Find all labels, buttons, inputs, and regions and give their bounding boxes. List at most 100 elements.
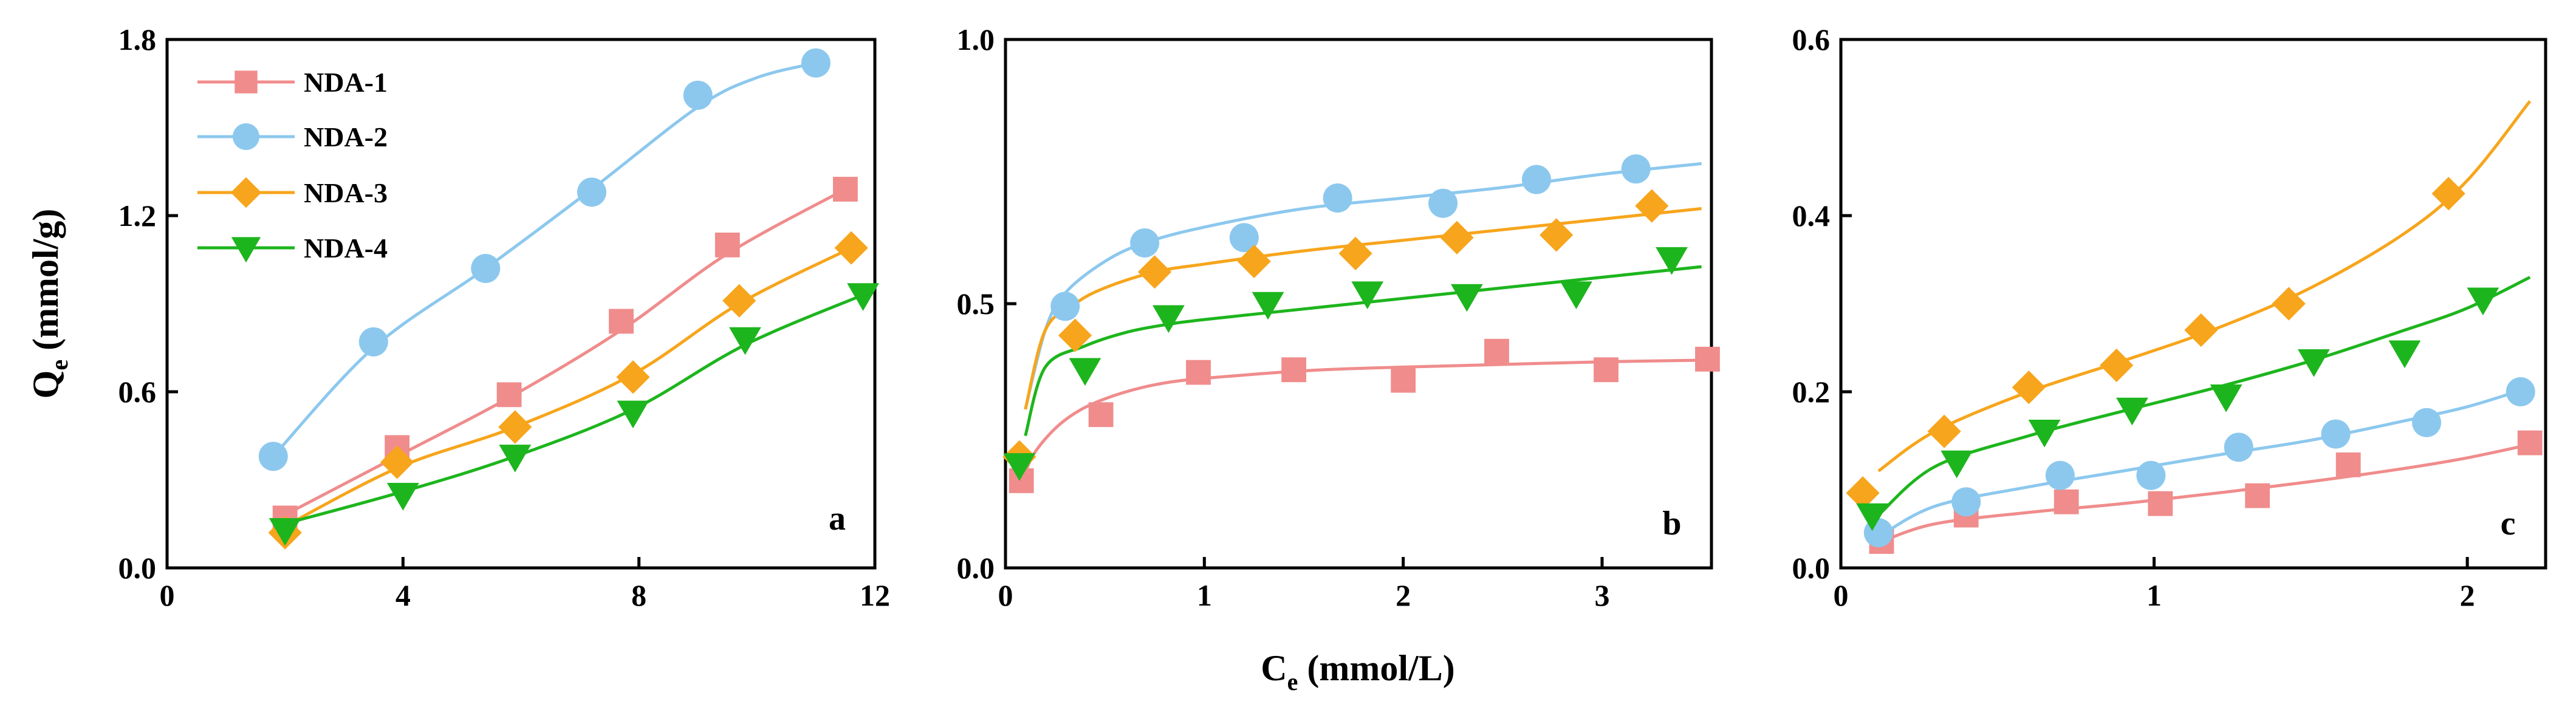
data-point-nda-2	[1951, 487, 1981, 517]
legend-marker-diamond	[230, 177, 262, 208]
data-point-nda-3	[1137, 255, 1172, 289]
data-point-nda-4	[1656, 247, 1688, 275]
data-point-nda-3	[2012, 371, 2046, 405]
data-point-nda-3	[1927, 414, 1961, 448]
fit-line-nda-1	[272, 188, 846, 522]
y-tick-label: 1.0	[957, 22, 995, 56]
legend-marker-shape	[233, 123, 259, 150]
data-point-nda-3	[2272, 287, 2306, 321]
data-point-nda-4	[617, 400, 649, 429]
data-point-nda-2	[471, 254, 501, 283]
data-point-nda-3	[1846, 476, 1880, 510]
data-point-nda-2	[2045, 460, 2075, 490]
data-point-nda-1	[1695, 346, 1720, 372]
legend-label: NDA-3	[304, 177, 388, 208]
x-tick-label: 2	[2460, 578, 2475, 612]
data-point-nda-3	[616, 360, 650, 394]
data-point-nda-2	[1323, 183, 1352, 213]
panel-letter-a: a	[829, 500, 846, 538]
data-point-nda-4	[729, 327, 761, 355]
data-point-nda-2	[258, 442, 288, 471]
data-point-nda-2	[358, 327, 388, 357]
legend-label: NDA-2	[304, 121, 388, 152]
data-point-nda-4	[2028, 420, 2061, 448]
y-tick-label: 0.6	[118, 375, 157, 409]
data-point-nda-1	[496, 382, 522, 408]
x-tick-label: 0	[1834, 578, 1849, 612]
legend-label: NDA-1	[304, 67, 388, 98]
data-point-nda-3	[1540, 218, 1574, 252]
data-point-nda-3	[1440, 220, 1474, 254]
data-point-nda-2	[2321, 419, 2351, 449]
legend: NDA-1 NDA-2 NDA-3 NDA-4	[197, 67, 388, 264]
panel-letter-c: c	[2501, 505, 2516, 542]
data-point-nda-4	[2467, 287, 2499, 316]
data-point-nda-4	[386, 482, 419, 511]
data-point-nda-1	[2054, 489, 2079, 514]
data-point-nda-2	[2136, 460, 2166, 490]
x-tick-label: 1	[1197, 578, 1212, 612]
data-point-nda-1	[2335, 452, 2361, 477]
fit-line-nda-4	[1024, 265, 1702, 437]
legend-marker-circle	[233, 123, 259, 150]
x-tick-label: 2	[1396, 578, 1411, 612]
x-axis-title-main: C	[1261, 648, 1287, 688]
y-tick-label: 0.0	[957, 551, 995, 585]
data-point-nda-1	[1594, 357, 1619, 383]
y-axis-title-unit: (mmol/g)	[26, 209, 66, 360]
x-tick-label: 1	[2146, 578, 2162, 612]
data-point-nda-4	[2116, 397, 2148, 426]
data-point-nda-2	[577, 177, 606, 207]
legend-marker-shape	[231, 237, 261, 263]
x-tick-label: 0	[998, 578, 1013, 612]
data-point-nda-1	[1088, 402, 1114, 428]
fit-line-nda-1	[1881, 443, 2530, 543]
y-axis-title-subscript: e	[46, 360, 73, 371]
data-point-nda-3	[380, 445, 414, 479]
legend-entry-nda-2: NDA-2	[197, 121, 388, 152]
x-tick-label: 0	[160, 578, 175, 612]
legend-marker-square	[235, 70, 258, 94]
fit-line-nda-4	[273, 293, 864, 528]
data-point-nda-2	[2506, 377, 2535, 406]
panel-letter-b: b	[1662, 505, 1681, 542]
data-point-nda-2	[1521, 165, 1551, 194]
data-point-nda-3	[498, 410, 532, 444]
data-point-nda-1	[1391, 367, 1416, 393]
x-tick-label: 8	[631, 578, 646, 612]
data-point-nda-3	[1058, 318, 1092, 352]
data-point-nda-4	[1153, 305, 1185, 333]
x-tick-label: 3	[1594, 578, 1609, 612]
y-tick-label: 0.0	[1792, 551, 1831, 585]
data-point-nda-2	[2224, 432, 2253, 462]
data-point-nda-1	[833, 177, 858, 202]
y-tick-label: 0.2	[1792, 375, 1831, 409]
data-point-nda-4	[1856, 503, 1888, 531]
data-point-nda-3	[2431, 177, 2465, 211]
legend-label: NDA-4	[304, 233, 388, 264]
y-axis-title-main: Q	[26, 371, 66, 399]
data-point-nda-1	[1281, 357, 1307, 383]
data-point-nda-4	[1941, 450, 1973, 479]
legend-entry-nda-1: NDA-1	[197, 67, 388, 98]
data-point-nda-1	[2245, 483, 2270, 508]
data-point-nda-2	[2412, 408, 2442, 437]
data-point-nda-1	[714, 232, 740, 258]
data-point-nda-4	[2388, 340, 2421, 369]
data-point-nda-3	[834, 231, 868, 265]
data-point-nda-3	[1635, 189, 1669, 223]
x-axis-title-subscript: e	[1287, 668, 1298, 695]
data-point-nda-4	[1351, 281, 1384, 309]
data-point-nda-2	[801, 48, 831, 78]
y-tick-label: 1.2	[118, 199, 157, 233]
data-point-nda-1	[2148, 491, 2173, 516]
data-point-nda-3	[1237, 244, 1271, 278]
legend-marker-shape	[235, 70, 258, 94]
x-tick-label: 4	[396, 578, 411, 612]
data-point-nda-1	[1484, 338, 1509, 364]
panel-c: c 0 1 2 0.0 0.2 0.4 0.6	[1792, 22, 2547, 612]
fit-line-nda-3	[272, 246, 852, 534]
y-tick-label: 0.4	[1792, 199, 1831, 233]
fit-line-nda-4	[1877, 276, 2531, 516]
